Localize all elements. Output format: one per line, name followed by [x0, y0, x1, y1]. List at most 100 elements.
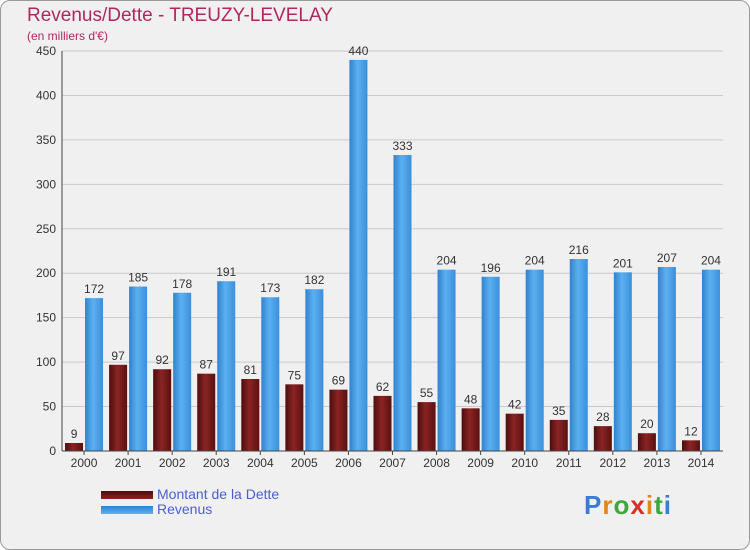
data-label-revenus: 204	[525, 254, 545, 268]
bar-revenus	[85, 298, 104, 451]
x-tick-label: 2009	[467, 456, 494, 470]
data-label-debt: 35	[552, 404, 566, 418]
bar-revenus	[657, 267, 676, 451]
x-tick-label: 2010	[511, 456, 538, 470]
data-label-revenus: 191	[216, 265, 236, 279]
y-tick-label: 300	[36, 177, 56, 191]
data-label-debt: 69	[332, 374, 346, 388]
bar-revenus	[613, 272, 632, 451]
bar-revenus	[129, 286, 148, 451]
y-tick-label: 0	[49, 444, 56, 458]
bar-revenus	[261, 297, 280, 451]
y-tick-label: 450	[36, 44, 56, 58]
bar-revenus	[525, 269, 544, 451]
data-label-revenus: 173	[260, 281, 280, 295]
bar-revenus	[349, 59, 368, 452]
bar-debt	[109, 364, 128, 451]
bar-debt	[681, 440, 700, 451]
bar-debt	[593, 426, 612, 451]
data-label-debt: 48	[464, 392, 478, 406]
chart-subtitle: (en milliers d'€)	[27, 29, 108, 43]
bar-revenus	[437, 269, 456, 451]
data-label-debt: 87	[200, 358, 214, 372]
data-label-debt: 92	[155, 353, 169, 367]
y-tick-label: 200	[36, 266, 56, 280]
data-label-revenus: 333	[392, 139, 412, 153]
x-tick-label: 2013	[644, 456, 671, 470]
bar-revenus	[393, 155, 412, 451]
data-label-revenus: 440	[348, 44, 368, 58]
bar-revenus	[481, 276, 500, 451]
y-tick-label: 400	[36, 88, 56, 102]
data-label-revenus: 182	[304, 273, 324, 287]
chart-title: Revenus/Dette - TREUZY-LEVELAY	[27, 5, 333, 26]
data-label-debt: 97	[111, 349, 125, 363]
x-tick-label: 2001	[115, 456, 142, 470]
data-label-debt: 20	[640, 417, 654, 431]
data-label-revenus: 185	[128, 271, 148, 285]
logo-letter: i	[663, 490, 672, 520]
bar-revenus	[217, 281, 236, 451]
proxiti-logo: Proxiti	[584, 490, 672, 521]
data-label-revenus: 201	[613, 256, 633, 270]
bar-revenus	[569, 259, 588, 451]
y-tick-label: 250	[36, 222, 56, 236]
bar-debt	[65, 443, 84, 451]
bar-debt	[329, 389, 348, 451]
y-tick-label: 150	[36, 311, 56, 325]
bar-debt	[153, 369, 172, 451]
logo-letter: P	[584, 490, 603, 520]
bar-debt	[417, 402, 436, 451]
logo-letter: o	[613, 490, 631, 520]
bar-debt	[241, 379, 260, 451]
data-label-revenus: 216	[569, 243, 589, 257]
data-label-debt: 9	[71, 427, 78, 441]
data-label-revenus: 204	[437, 254, 457, 268]
data-label-revenus: 178	[172, 277, 192, 291]
x-tick-label: 2006	[335, 456, 362, 470]
legend-label-debt: Montant de la Dette	[157, 486, 280, 502]
bar-debt	[373, 395, 392, 451]
bar-debt	[285, 384, 304, 451]
bar-debt	[549, 419, 568, 451]
x-tick-label: 2012	[599, 456, 626, 470]
bar-debt	[637, 433, 656, 451]
logo-letter: i	[645, 490, 655, 520]
legend-swatch-debt	[101, 491, 153, 499]
x-tick-label: 2011	[556, 456, 582, 470]
x-tick-label: 2007	[379, 456, 406, 470]
data-label-debt: 55	[420, 386, 434, 400]
x-tick-label: 2003	[203, 456, 230, 470]
data-label-debt: 75	[288, 368, 302, 382]
y-tick-label: 100	[36, 355, 56, 369]
logo-letter: r	[602, 490, 614, 520]
data-label-revenus: 172	[84, 282, 104, 296]
data-label-revenus: 204	[701, 254, 721, 268]
x-tick-label: 2008	[423, 456, 450, 470]
legend-label-revenus: Revenus	[157, 501, 213, 517]
logo-letter: t	[654, 490, 664, 520]
data-label-debt: 12	[684, 424, 698, 438]
x-tick-label: 2005	[291, 456, 318, 470]
bar-revenus	[173, 292, 192, 451]
logo-letter: x	[630, 490, 646, 520]
legend-swatch-revenus	[101, 506, 153, 514]
y-tick-label: 350	[36, 133, 56, 147]
x-tick-label: 2002	[159, 456, 186, 470]
data-label-debt: 62	[376, 380, 390, 394]
data-label-debt: 28	[596, 410, 610, 424]
bar-debt	[461, 408, 480, 451]
bar-revenus	[305, 289, 324, 451]
x-tick-label: 2004	[247, 456, 274, 470]
y-tick-label: 50	[43, 400, 57, 414]
data-label-debt: 81	[244, 363, 258, 377]
data-label-debt: 42	[508, 398, 522, 412]
data-label-revenus: 196	[481, 261, 501, 275]
bar-debt	[505, 413, 524, 451]
x-tick-label: 2014	[688, 456, 715, 470]
bar-revenus	[701, 269, 720, 451]
bar-debt	[197, 373, 216, 451]
x-tick-label: 2000	[71, 456, 98, 470]
